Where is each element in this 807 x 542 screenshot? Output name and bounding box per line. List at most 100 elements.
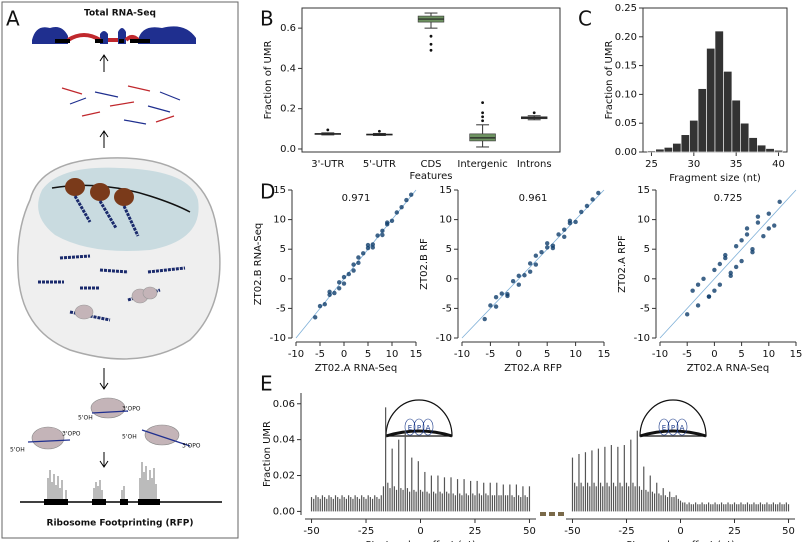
bar <box>677 498 679 512</box>
bar <box>662 488 664 512</box>
outlier <box>378 129 381 133</box>
bar <box>757 504 759 512</box>
bar <box>345 498 348 512</box>
bar <box>389 488 391 512</box>
bar <box>502 484 504 512</box>
bar <box>714 30 724 153</box>
point <box>322 302 327 307</box>
site-label: P <box>417 424 421 432</box>
point <box>493 304 499 309</box>
bar <box>744 504 746 512</box>
bar <box>619 482 621 512</box>
bar <box>398 439 400 512</box>
bar <box>697 88 707 153</box>
bar <box>646 150 657 153</box>
bar <box>395 489 398 512</box>
bar <box>686 504 688 512</box>
footprint-fragments <box>27 410 191 447</box>
bar <box>582 486 584 512</box>
ribosomes-free <box>74 286 158 320</box>
bar <box>688 502 690 512</box>
bar <box>602 486 604 512</box>
bar <box>483 482 485 512</box>
point <box>533 253 539 258</box>
bar <box>515 484 517 512</box>
bar <box>720 502 723 512</box>
point <box>516 282 521 287</box>
y-tick-label: 5 <box>280 244 286 255</box>
point <box>337 280 342 285</box>
bar <box>660 495 662 512</box>
y-tick-label: 0.2 <box>280 104 296 115</box>
end-label: 5'OH <box>122 434 137 441</box>
panel-label: D <box>260 180 275 204</box>
bar <box>332 498 334 512</box>
y-tick-label: -5 <box>640 303 650 314</box>
bar <box>755 504 757 512</box>
bar <box>578 454 580 512</box>
identity-line <box>295 189 417 339</box>
panel-label: A <box>6 7 20 31</box>
outlier <box>326 128 330 132</box>
bar <box>740 122 750 153</box>
bar <box>729 504 731 512</box>
bar <box>452 493 454 512</box>
bar <box>580 482 582 512</box>
bar <box>459 493 461 512</box>
bar <box>491 495 494 512</box>
diagram-top-label: Total RNA-Seq <box>84 9 156 19</box>
bar <box>707 502 710 512</box>
bar <box>684 502 686 512</box>
point <box>556 232 561 237</box>
bar <box>697 504 699 512</box>
bar <box>485 493 487 512</box>
point <box>493 294 499 300</box>
bar <box>604 446 606 512</box>
bar <box>507 495 509 512</box>
bar <box>385 407 387 512</box>
bar <box>365 498 367 512</box>
nucleus <box>38 167 199 251</box>
x-tick-label: Intergenic <box>457 159 507 170</box>
bar <box>736 504 738 512</box>
bar <box>714 502 716 512</box>
point <box>562 227 567 232</box>
bar <box>446 491 448 512</box>
y-tick-label: 0.05 <box>615 118 637 129</box>
y-tick-label: 0.02 <box>273 471 295 482</box>
bar <box>489 482 491 512</box>
point <box>370 245 375 250</box>
bar <box>589 486 591 512</box>
point <box>772 223 777 228</box>
bar <box>350 497 352 512</box>
bar <box>443 477 446 512</box>
bar <box>625 482 628 512</box>
bar <box>352 498 354 512</box>
point <box>717 282 723 287</box>
bar <box>454 495 456 512</box>
point <box>766 211 771 216</box>
bar <box>768 504 770 512</box>
y-tick-label: 0.06 <box>273 399 295 410</box>
arrow <box>99 54 109 72</box>
outlier <box>481 115 484 119</box>
bar <box>777 504 779 512</box>
bar <box>437 475 439 512</box>
y-tick-label: 5 <box>644 244 650 255</box>
point <box>356 255 361 260</box>
bar <box>770 504 772 512</box>
x-tick-label: 10 <box>762 349 775 360</box>
y-tick-label: 5 <box>446 244 452 255</box>
x-tick-label: 50 <box>782 526 795 537</box>
bar <box>334 495 337 512</box>
point <box>562 234 567 239</box>
bar <box>606 482 608 512</box>
point <box>733 244 739 249</box>
bar <box>669 491 671 512</box>
bar <box>404 430 406 512</box>
bar <box>599 482 602 512</box>
y-tick-label: 0.20 <box>615 32 637 43</box>
bar <box>641 489 643 512</box>
x-tick-label: -50 <box>564 526 580 537</box>
bar <box>774 504 777 512</box>
